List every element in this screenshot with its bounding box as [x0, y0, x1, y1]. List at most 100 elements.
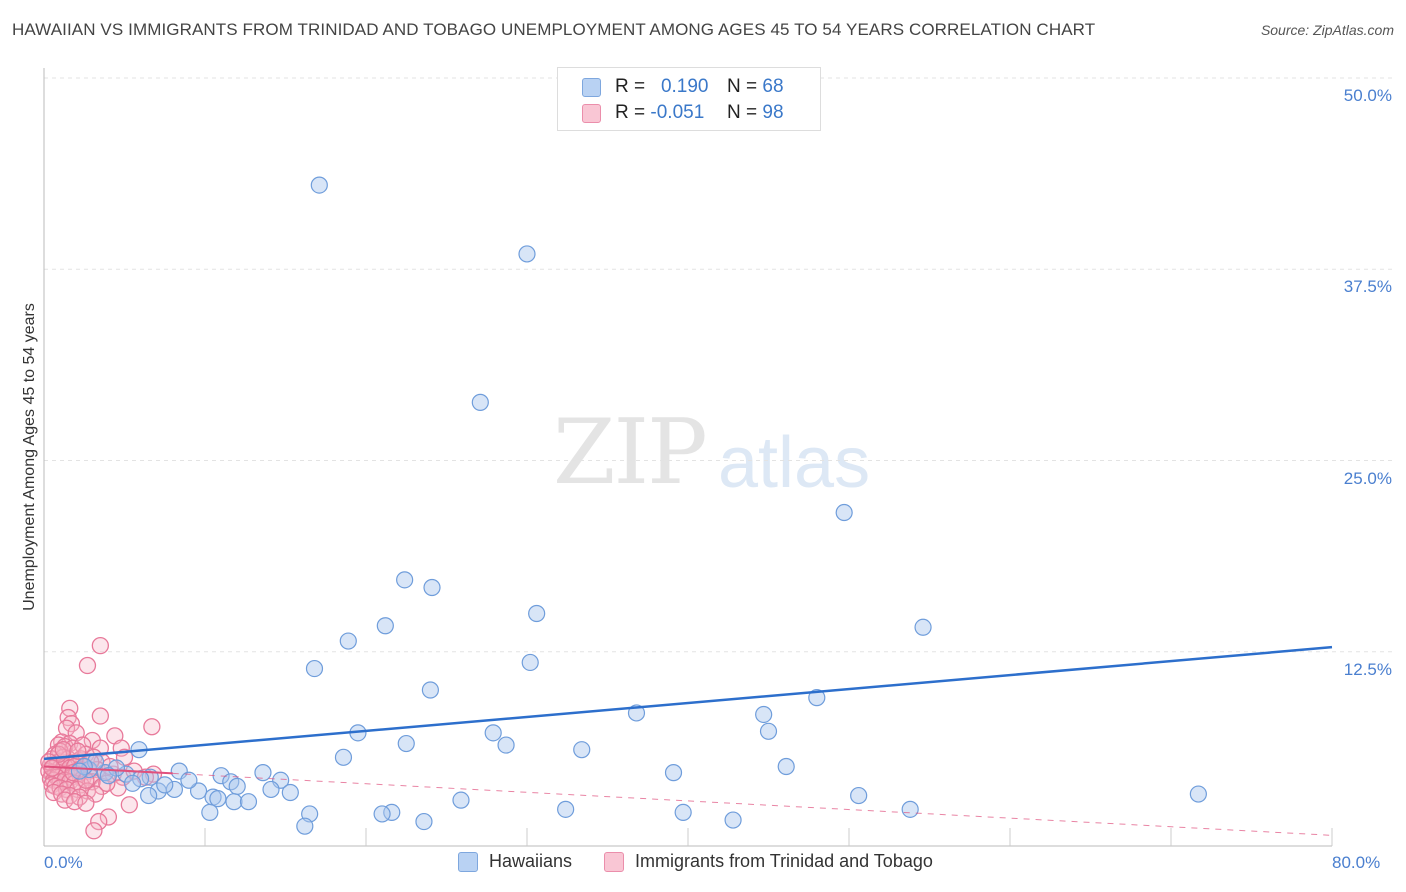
data-point-trinidad	[143, 718, 161, 736]
data-point-hawaiians	[239, 793, 258, 811]
data-point-trinidad	[77, 771, 95, 789]
n-label: N =	[727, 102, 758, 123]
data-point-trinidad	[77, 794, 95, 812]
data-point-hawaiians	[209, 790, 227, 808]
data-point-trinidad	[91, 636, 109, 655]
x-tick-label-max: 80.0%	[1332, 853, 1381, 872]
data-point-trinidad	[120, 796, 138, 814]
data-point-hawaiians	[755, 705, 773, 724]
data-point-hawaiians	[254, 764, 272, 782]
r-label: R =	[615, 102, 646, 123]
data-point-hawaiians	[557, 800, 575, 818]
data-point-hawaiians	[228, 777, 246, 795]
data-point-hawaiians	[471, 393, 489, 411]
data-point-hawaiians	[423, 578, 441, 597]
data-point-trinidad	[85, 822, 103, 840]
data-point-hawaiians	[528, 604, 546, 623]
watermark-atlas: atlas	[718, 423, 871, 503]
data-point-hawaiians	[808, 689, 826, 707]
data-point-hawaiians	[573, 741, 591, 759]
trend-lines	[43, 645, 1333, 836]
data-point-hawaiians	[373, 805, 391, 823]
data-point-hawaiians	[850, 786, 868, 805]
series-trinidad-points	[40, 636, 163, 840]
legend-row-hawaiians: R = 0.190 N = 68	[582, 74, 784, 100]
data-point-hawaiians	[397, 734, 415, 753]
data-point-hawaiians	[518, 245, 536, 263]
legend-label: Hawaiians	[489, 851, 573, 871]
y-tick-label: 37.5%	[1343, 277, 1392, 297]
data-point-hawaiians	[1189, 785, 1207, 803]
legend-swatch-blue	[458, 851, 478, 872]
data-point-trinidad	[78, 656, 97, 675]
data-point-hawaiians	[664, 764, 683, 782]
y-tick-label: 50.0%	[1343, 86, 1392, 105]
r-value: 0.190	[660, 76, 709, 97]
data-point-hawaiians	[189, 782, 208, 800]
data-point-hawaiians	[452, 791, 470, 809]
data-point-hawaiians	[901, 800, 919, 818]
data-point-hawaiians	[497, 736, 515, 754]
data-point-hawaiians	[759, 722, 778, 740]
data-point-hawaiians	[99, 767, 118, 785]
data-point-hawaiians	[305, 659, 324, 678]
data-point-hawaiians	[334, 748, 353, 766]
data-point-hawaiians	[75, 757, 93, 776]
series-hawaiians-points	[70, 176, 1207, 835]
trend-line-hawaiians	[43, 645, 1333, 761]
trend-line-trinidad-solid	[43, 765, 173, 775]
legend-swatch-pink	[604, 851, 625, 872]
legend-swatch-blue	[582, 77, 601, 97]
data-point-hawaiians	[835, 503, 853, 522]
trend-line-trinidad-dashed	[172, 772, 1333, 836]
data-point-hawaiians	[201, 803, 219, 822]
data-point-hawaiians	[415, 812, 433, 831]
data-point-hawaiians	[724, 811, 742, 829]
x-tick-label-min: 0.0%	[44, 853, 83, 872]
grid-lines	[44, 77, 1392, 653]
y-tick-label: 25.0%	[1343, 468, 1392, 488]
watermark-zip: ZIP	[553, 400, 708, 505]
data-point-hawaiians	[262, 780, 280, 799]
data-point-hawaiians	[180, 771, 198, 789]
axes	[43, 68, 1333, 847]
n-value: 98	[762, 102, 784, 123]
data-point-trinidad	[91, 707, 109, 725]
data-point-hawaiians	[484, 724, 502, 742]
legend-swatch-pink	[582, 103, 601, 123]
data-point-hawaiians	[225, 793, 243, 811]
data-point-hawaiians	[149, 782, 167, 800]
n-value: 68	[762, 76, 784, 97]
data-point-hawaiians	[376, 617, 394, 635]
data-point-hawaiians	[70, 762, 89, 780]
series-legend: Hawaiians Immigrants from Trinidad and T…	[458, 851, 965, 872]
data-point-trinidad	[90, 812, 108, 831]
data-point-hawaiians	[296, 817, 314, 835]
legend-label: Immigrants from Trinidad and Tobago	[635, 851, 933, 871]
data-point-hawaiians	[777, 757, 795, 776]
data-point-hawaiians	[310, 176, 328, 194]
data-point-hawaiians	[396, 571, 414, 589]
data-point-hawaiians	[521, 653, 539, 672]
legend-item-hawaiians: Hawaiians	[458, 851, 572, 872]
data-point-trinidad	[99, 808, 118, 826]
data-point-hawaiians	[156, 776, 174, 794]
data-point-hawaiians	[281, 783, 299, 802]
data-point-trinidad	[54, 741, 72, 759]
chart-title: HAWAIIAN VS IMMIGRANTS FROM TRINIDAD AND…	[12, 20, 1096, 39]
data-point-hawaiians	[339, 632, 357, 650]
r-label: R =	[615, 76, 646, 97]
n-label: N =	[727, 76, 758, 97]
data-point-hawaiians	[914, 618, 932, 636]
data-point-hawaiians	[674, 803, 692, 822]
data-point-hawaiians	[421, 681, 439, 699]
source-label: Source: ZipAtlas.com	[1260, 22, 1394, 38]
r-value: -0.051	[650, 102, 705, 123]
correlation-legend: R = 0.190 N = 68 R = -0.051 N = 98	[557, 67, 821, 131]
y-tick-label: 12.5%	[1343, 659, 1392, 679]
legend-item-trinidad: Immigrants from Trinidad and Tobago	[604, 851, 933, 872]
data-point-hawaiians	[140, 786, 158, 805]
data-point-hawaiians	[123, 774, 142, 792]
legend-row-trinidad: R = -0.051 N = 98	[582, 100, 784, 126]
